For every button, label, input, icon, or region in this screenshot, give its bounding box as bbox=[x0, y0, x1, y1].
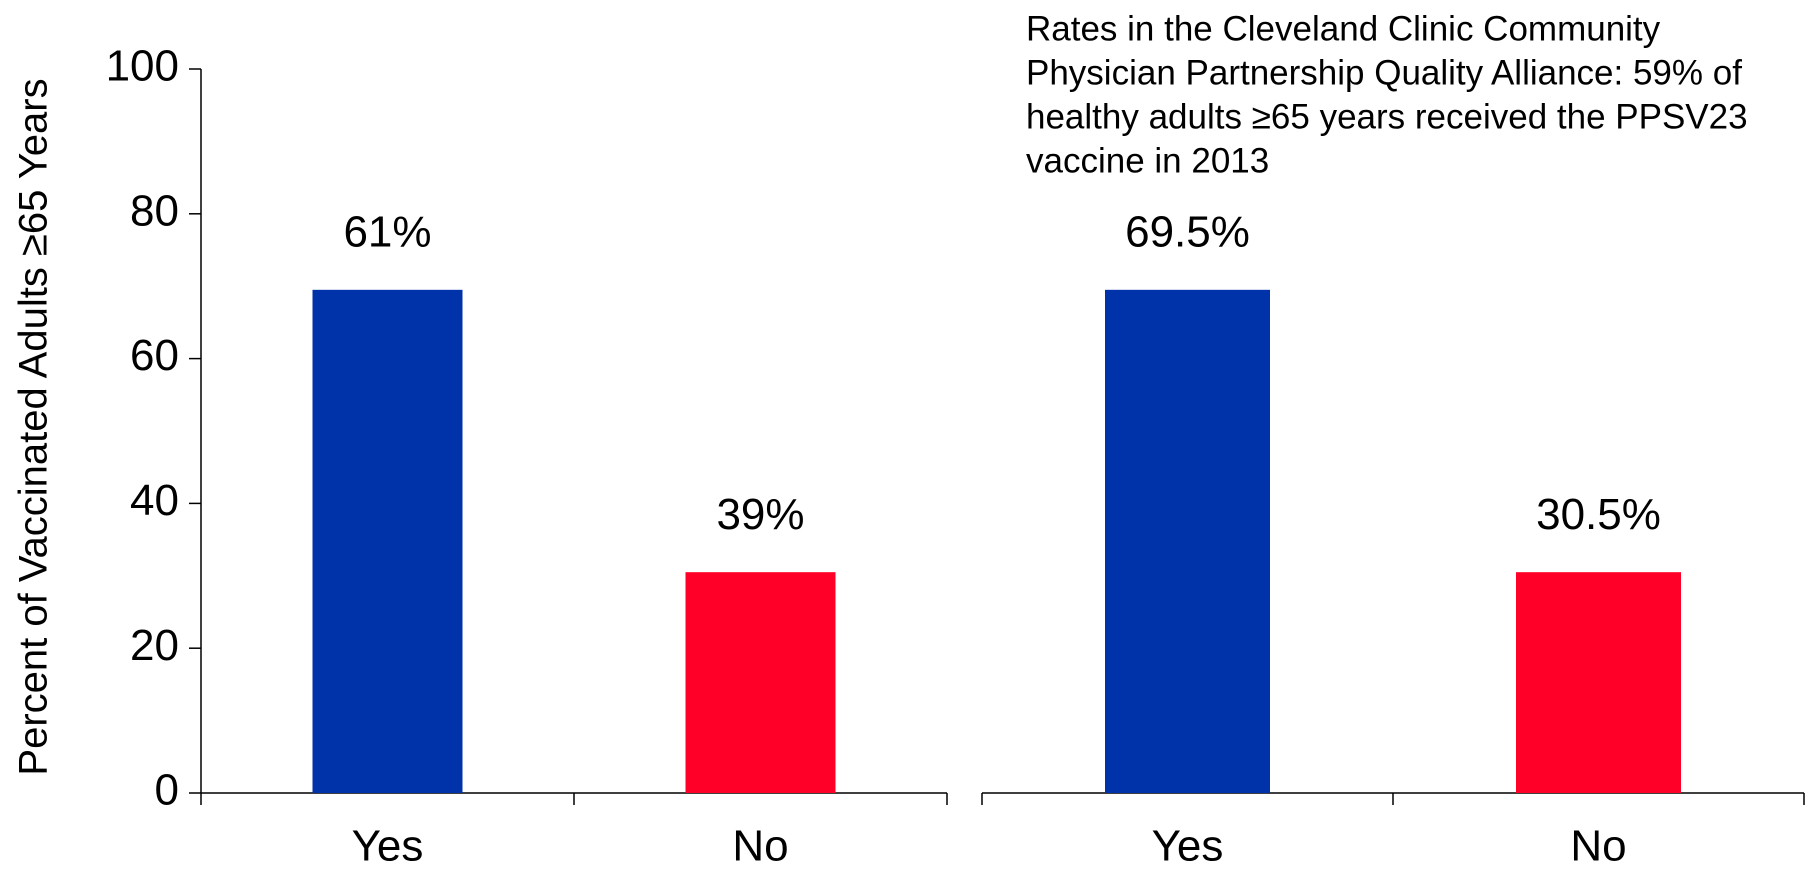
bar bbox=[1105, 289, 1270, 793]
x-tick-label: No bbox=[1570, 822, 1626, 869]
annotation: 61% bbox=[343, 207, 431, 256]
y-tick-label: 0 bbox=[155, 766, 179, 815]
y-tick-label: 100 bbox=[106, 42, 179, 91]
value-label: 69.5% bbox=[1125, 207, 1250, 256]
y-axis-label: Percent of Vaccinated Adults ≥65 Years bbox=[12, 78, 56, 775]
chart-title: Physician Partnership Quality Alliance: … bbox=[1026, 53, 1742, 92]
y-tick-label: 20 bbox=[130, 621, 179, 670]
y-tick-label: 60 bbox=[130, 331, 179, 380]
bar bbox=[312, 289, 463, 793]
bar bbox=[685, 572, 836, 793]
value-label: 30.5% bbox=[1536, 490, 1661, 539]
bar bbox=[1516, 572, 1681, 793]
annotation: 39% bbox=[716, 490, 804, 539]
chart-title: healthy adults ≥65 years received the PP… bbox=[1026, 97, 1748, 136]
chart-title: vaccine in 2013 bbox=[1026, 141, 1269, 180]
y-tick-label: 40 bbox=[130, 476, 179, 525]
x-tick-label: Yes bbox=[352, 822, 424, 869]
y-tick-label: 80 bbox=[130, 186, 179, 235]
chart-title: Rates in the Cleveland Clinic Community bbox=[1026, 9, 1661, 48]
x-tick-label: No bbox=[732, 822, 788, 869]
x-tick-label: Yes bbox=[1152, 822, 1224, 869]
